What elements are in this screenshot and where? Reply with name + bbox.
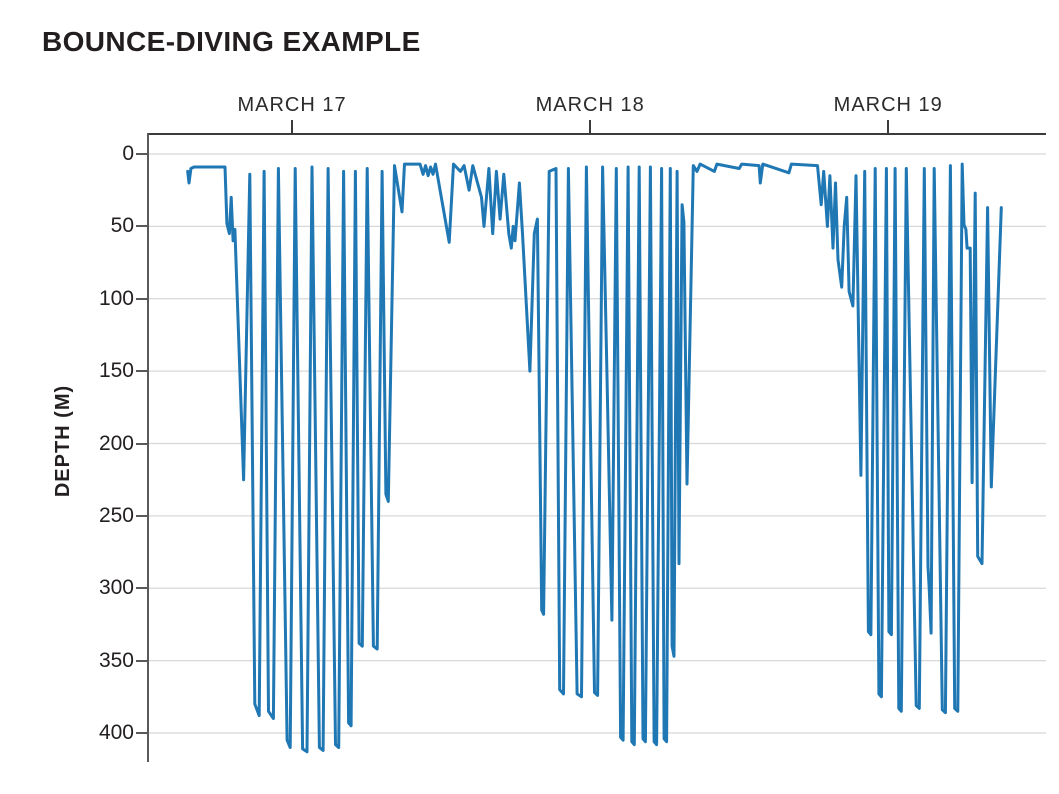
y-tick (136, 514, 147, 517)
dive-profile-line (186, 162, 1003, 754)
x-tick-label: MARCH 19 (833, 94, 943, 116)
y-tick-label: 150 (98, 359, 134, 383)
y-tick-label: 100 (98, 286, 134, 310)
y-tick (136, 442, 147, 445)
x-tick-label: MARCH 17 (237, 94, 347, 116)
y-tick-label: 250 (98, 503, 134, 527)
y-tick (136, 153, 147, 155)
y-tick (136, 297, 147, 300)
y-tick-label: 0 (122, 142, 134, 165)
y-tick-label: 400 (98, 721, 134, 744)
y-tick (136, 370, 147, 373)
y-tick-label: 50 (110, 214, 134, 238)
x-tick (589, 120, 592, 134)
y-tick (136, 659, 147, 662)
y-axis-line (147, 133, 149, 762)
y-tick-label: 350 (98, 648, 134, 672)
top-x-axis-line (148, 133, 1046, 135)
y-tick (136, 732, 147, 734)
plot-area (149, 153, 1046, 754)
x-tick (887, 120, 890, 134)
y-tick (136, 587, 147, 590)
x-tick (291, 120, 294, 134)
y-tick-label: 200 (98, 431, 134, 455)
chart-title: BOUNCE-DIVING EXAMPLE (42, 26, 421, 57)
y-tick-label: 300 (98, 576, 134, 600)
x-tick-label: MARCH 18 (535, 94, 645, 116)
y-tick (136, 225, 147, 228)
